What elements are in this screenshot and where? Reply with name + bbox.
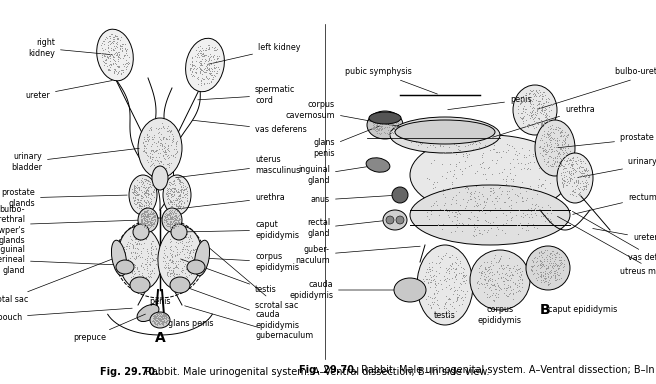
Text: guber-
naculum: guber- naculum <box>295 245 420 265</box>
Ellipse shape <box>96 29 133 81</box>
Ellipse shape <box>390 117 500 153</box>
Ellipse shape <box>170 277 190 293</box>
Text: glans penis: glans penis <box>168 318 213 328</box>
Text: left kidney: left kidney <box>208 43 300 65</box>
Ellipse shape <box>152 166 168 190</box>
Ellipse shape <box>138 118 182 178</box>
Ellipse shape <box>410 185 570 245</box>
Ellipse shape <box>137 305 159 321</box>
Text: urinary bladder: urinary bladder <box>578 157 656 177</box>
Text: urinary
bladder: urinary bladder <box>11 148 139 172</box>
Text: corpus
cavernosum: corpus cavernosum <box>285 100 427 131</box>
Text: rectum: rectum <box>573 194 656 214</box>
Ellipse shape <box>526 246 570 290</box>
Ellipse shape <box>187 260 205 274</box>
Text: corpus
epididymis: corpus epididymis <box>478 305 522 325</box>
Text: Rabbit. Male urinogenital system. A–Ventral dissection; B–In side view.: Rabbit. Male urinogenital system. A–Vent… <box>358 365 656 375</box>
Text: penis: penis <box>448 96 531 110</box>
Ellipse shape <box>112 240 127 276</box>
Text: cauda
epididymis: cauda epididymis <box>182 286 299 330</box>
Ellipse shape <box>410 135 570 215</box>
Text: penis: penis <box>150 298 171 306</box>
Text: scrotal sac: scrotal sac <box>202 242 298 310</box>
Text: gubernaculum: gubernaculum <box>185 306 314 339</box>
Text: A: A <box>155 331 165 345</box>
Ellipse shape <box>163 175 191 215</box>
Text: prepuce: prepuce <box>73 314 146 343</box>
Ellipse shape <box>130 277 150 293</box>
Text: Fig. 29.70.: Fig. 29.70. <box>298 365 358 375</box>
Ellipse shape <box>118 226 162 290</box>
Circle shape <box>396 216 404 224</box>
Text: prostate gland: prostate gland <box>558 134 656 148</box>
Text: caput
epididymis: caput epididymis <box>182 220 299 240</box>
Ellipse shape <box>116 260 134 274</box>
Text: bulbo-
urethral
or Cowper's
glands: bulbo- urethral or Cowper's glands <box>0 205 140 245</box>
Ellipse shape <box>392 187 408 203</box>
Text: utreus masculinus: utreus masculinus <box>558 216 656 276</box>
Ellipse shape <box>557 153 593 203</box>
Circle shape <box>386 216 394 224</box>
Text: B: B <box>540 303 550 317</box>
Text: ureter: ureter <box>25 81 112 99</box>
Ellipse shape <box>366 158 390 172</box>
Text: pubic symphysis: pubic symphysis <box>345 68 438 94</box>
Text: inguinal
gland: inguinal gland <box>298 165 375 185</box>
Text: anus: anus <box>311 195 398 205</box>
Ellipse shape <box>162 208 182 232</box>
Ellipse shape <box>367 111 403 139</box>
Text: perineal pouch: perineal pouch <box>0 308 133 323</box>
Text: cauda
epididymis: cauda epididymis <box>289 280 409 300</box>
Text: urethra: urethra <box>493 106 595 137</box>
Text: right
kidney: right kidney <box>28 38 112 58</box>
Ellipse shape <box>369 112 401 124</box>
Text: Rabbit. Male urinogenital system. A–Ventral dissection; B–In side view.: Rabbit. Male urinogenital system. A–Vent… <box>142 367 489 377</box>
Ellipse shape <box>470 250 530 310</box>
Text: inguinal
or perineal
gland: inguinal or perineal gland <box>0 245 117 275</box>
Text: corpus
epididymis: corpus epididymis <box>204 252 299 272</box>
Ellipse shape <box>394 278 426 302</box>
Text: glans
penis: glans penis <box>314 126 379 158</box>
Text: vas deferens: vas deferens <box>193 120 307 134</box>
Ellipse shape <box>129 175 157 215</box>
Ellipse shape <box>158 226 202 290</box>
Text: prostate
glands: prostate glands <box>1 188 127 208</box>
Text: testis: testis <box>434 311 456 319</box>
Ellipse shape <box>417 245 473 325</box>
Ellipse shape <box>133 224 149 240</box>
Ellipse shape <box>138 208 158 232</box>
Ellipse shape <box>171 224 187 240</box>
Ellipse shape <box>150 312 170 328</box>
Ellipse shape <box>395 120 495 144</box>
Text: rectal
gland: rectal gland <box>307 218 387 238</box>
Ellipse shape <box>513 85 557 135</box>
Text: urethra: urethra <box>171 194 285 210</box>
Text: bulbo-urethral gland: bulbo-urethral gland <box>538 68 656 109</box>
Text: ureter: ureter <box>593 228 656 243</box>
Text: scrotal sac: scrotal sac <box>0 259 112 305</box>
Text: caput epididymis: caput epididymis <box>548 306 617 314</box>
Text: spermatic
cord: spermatic cord <box>197 85 295 105</box>
Text: testis: testis <box>180 259 277 295</box>
Ellipse shape <box>194 240 209 276</box>
Text: vas deferens: vas deferens <box>573 211 656 263</box>
Text: uterus
masculinus: uterus masculinus <box>176 155 300 178</box>
Ellipse shape <box>535 120 575 176</box>
Ellipse shape <box>383 210 407 230</box>
Text: Fig. 29.70.: Fig. 29.70. <box>100 367 159 377</box>
Ellipse shape <box>186 38 224 92</box>
